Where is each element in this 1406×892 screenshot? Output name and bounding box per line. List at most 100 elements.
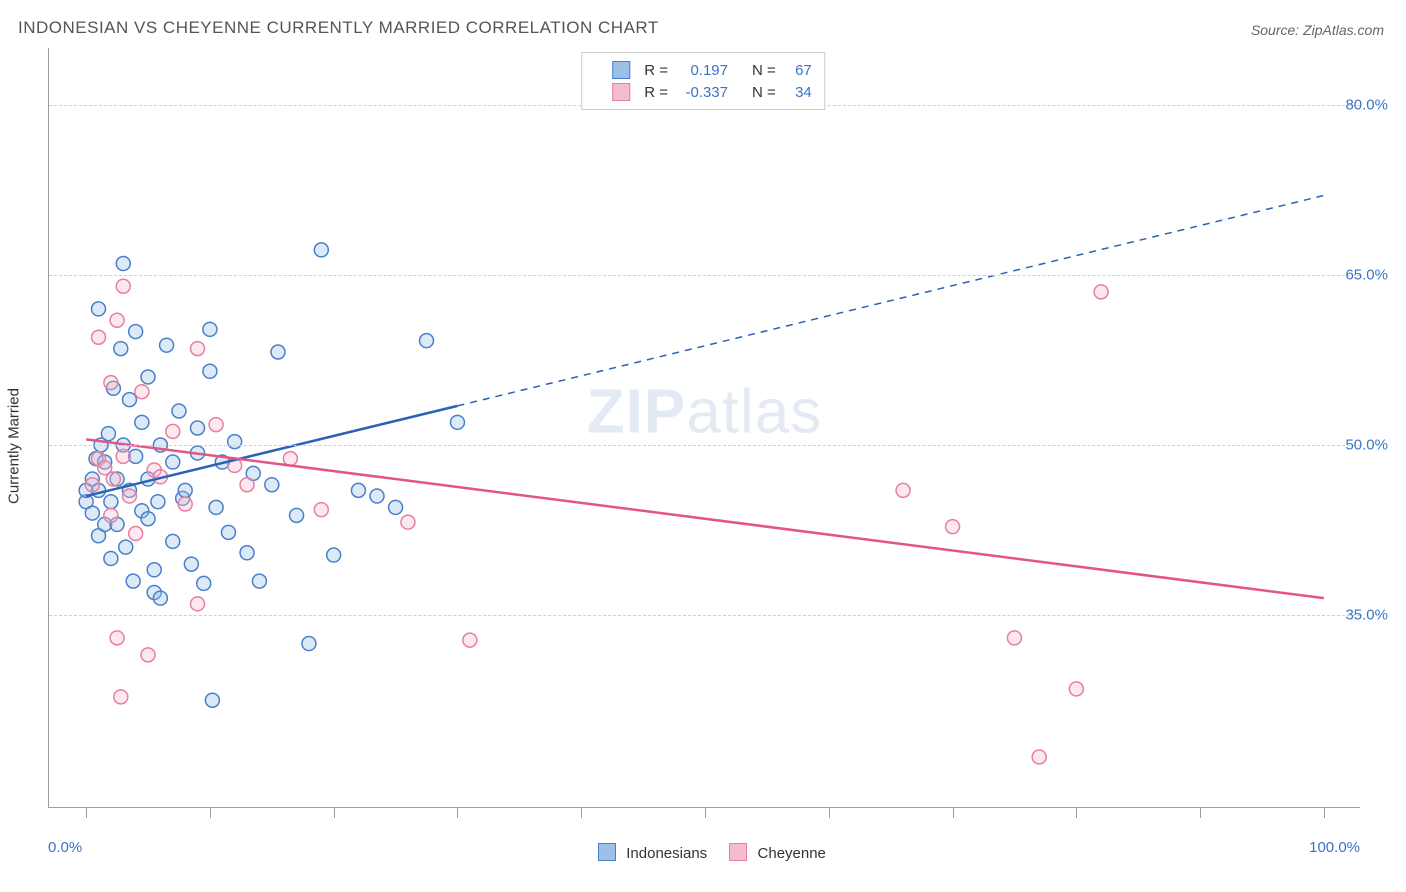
swatch-cheyenne-bottom (729, 843, 747, 861)
r-value-cheyenne: -0.337 (676, 84, 728, 101)
y-tick-label: 35.0% (1345, 607, 1388, 624)
series-label-indonesians: Indonesians (626, 845, 707, 862)
data-point (191, 597, 205, 611)
x-tick (581, 807, 582, 818)
data-point (166, 534, 180, 548)
data-point (463, 633, 477, 647)
data-point (450, 415, 464, 429)
data-point (92, 330, 106, 344)
gridline (49, 275, 1360, 276)
data-point (119, 540, 133, 554)
data-point (178, 497, 192, 511)
x-tick (1076, 807, 1077, 818)
data-point (129, 526, 143, 540)
swatch-cheyenne (612, 83, 630, 101)
data-point (191, 342, 205, 356)
data-point (290, 508, 304, 522)
data-point (896, 483, 910, 497)
r-value-indonesians: 0.197 (676, 62, 728, 79)
legend-row-cheyenne: R = -0.337 N = 34 (594, 81, 812, 103)
data-point (209, 418, 223, 432)
data-point (197, 576, 211, 590)
n-label: N = (752, 62, 776, 79)
data-point (104, 508, 118, 522)
data-point (141, 370, 155, 384)
data-point (946, 520, 960, 534)
data-point (85, 478, 99, 492)
data-point (104, 495, 118, 509)
data-point (370, 489, 384, 503)
data-point (141, 648, 155, 662)
data-point (314, 503, 328, 517)
gridline (49, 615, 1360, 616)
chart-title: INDONESIAN VS CHEYENNE CURRENTLY MARRIED… (18, 18, 659, 38)
data-point (1094, 285, 1108, 299)
data-point (85, 506, 99, 520)
trend-line-solid (86, 439, 1324, 598)
x-axis-min-label: 0.0% (48, 839, 82, 856)
data-point (1007, 631, 1021, 645)
data-point (271, 345, 285, 359)
source-attribution: Source: ZipAtlas.com (1251, 22, 1384, 38)
y-tick-label: 50.0% (1345, 437, 1388, 454)
data-point (116, 279, 130, 293)
r-label: R = (644, 62, 668, 79)
correlation-legend: R = 0.197 N = 67 R = -0.337 N = 34 (581, 52, 825, 110)
data-point (401, 515, 415, 529)
x-tick (829, 807, 830, 818)
data-point (106, 472, 120, 486)
data-point (252, 574, 266, 588)
data-point (389, 500, 403, 514)
data-point (327, 548, 341, 562)
trend-line-dashed (457, 195, 1323, 405)
data-point (166, 455, 180, 469)
y-axis-label: Currently Married (6, 388, 23, 504)
data-point (135, 385, 149, 399)
x-tick (457, 807, 458, 818)
data-point (141, 512, 155, 526)
n-value-indonesians: 67 (784, 62, 812, 79)
data-point (151, 495, 165, 509)
x-tick (210, 807, 211, 818)
data-point (178, 483, 192, 497)
data-point (228, 435, 242, 449)
data-point (114, 690, 128, 704)
data-point (172, 404, 186, 418)
data-point (116, 449, 130, 463)
data-point (240, 478, 254, 492)
data-point (114, 342, 128, 356)
data-point (129, 325, 143, 339)
data-point (351, 483, 365, 497)
series-label-cheyenne: Cheyenne (758, 845, 826, 862)
data-point (302, 637, 316, 651)
data-point (1069, 682, 1083, 696)
data-point (122, 393, 136, 407)
legend-row-indonesians: R = 0.197 N = 67 (594, 59, 812, 81)
data-point (153, 591, 167, 605)
data-point (1032, 750, 1046, 764)
data-point (147, 563, 161, 577)
data-point (283, 452, 297, 466)
data-point (221, 525, 235, 539)
data-point (205, 693, 219, 707)
data-point (420, 334, 434, 348)
data-point (314, 243, 328, 257)
y-tick-label: 65.0% (1345, 266, 1388, 283)
gridline (49, 445, 1360, 446)
x-tick (1200, 807, 1201, 818)
n-value-cheyenne: 34 (784, 84, 812, 101)
x-axis-max-label: 100.0% (1309, 839, 1360, 856)
n-label: N = (752, 84, 776, 101)
x-tick (1324, 807, 1325, 818)
data-point (209, 500, 223, 514)
x-tick (334, 807, 335, 818)
swatch-indonesians-bottom (598, 843, 616, 861)
data-point (160, 338, 174, 352)
data-point (184, 557, 198, 571)
data-point (116, 257, 130, 271)
data-point (203, 322, 217, 336)
y-tick-label: 80.0% (1345, 96, 1388, 113)
data-point (92, 302, 106, 316)
chart-svg (49, 48, 1361, 808)
data-point (191, 421, 205, 435)
